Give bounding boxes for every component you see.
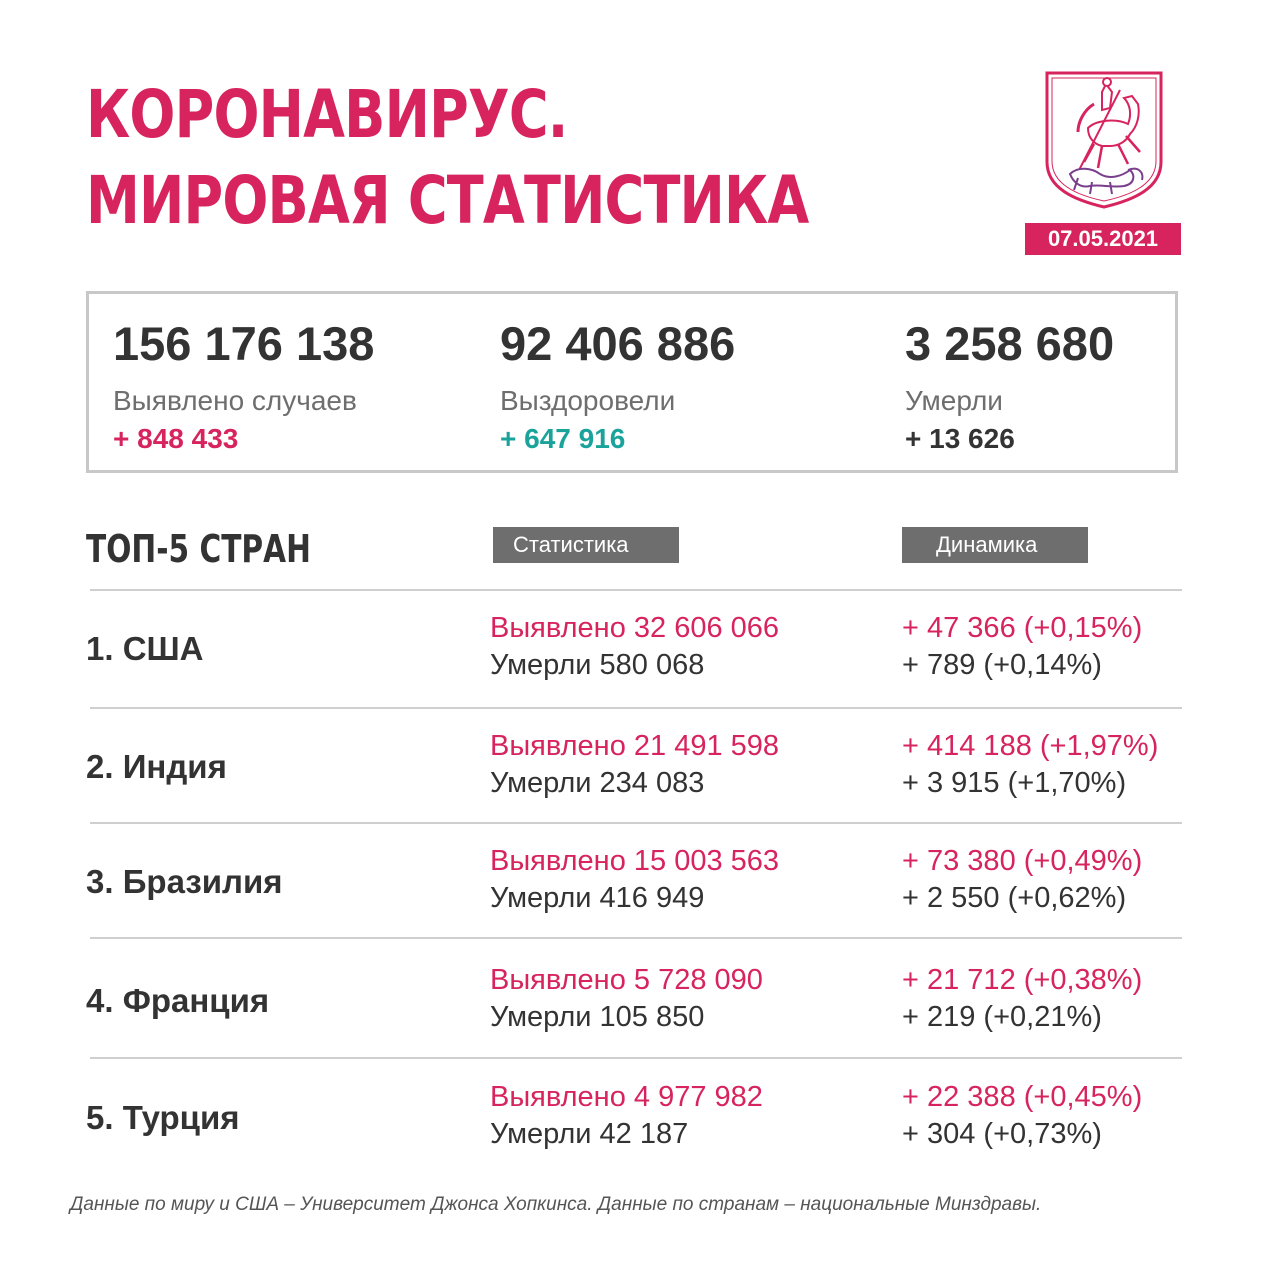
source-footnote: Данные по миру и США – Университет Джонс…: [70, 1194, 1042, 1215]
date-badge: 07.05.2021: [1025, 223, 1181, 255]
country-row: 5. Турция Выявлено 4 977 982 Умерли 42 1…: [0, 1079, 1280, 1159]
country-name: 3. Бразилия: [86, 863, 283, 900]
country-cases: Выявлено 15 003 563: [490, 845, 780, 877]
country-deaths: Умерли 42 187: [490, 1118, 689, 1150]
country-name: 2. Индия: [86, 748, 227, 785]
row-divider: [90, 937, 1182, 939]
country-deaths: Умерли 580 068: [490, 649, 705, 681]
country-deaths: Умерли 234 083: [490, 767, 705, 799]
country-cases-delta: + 22 388 (+0,45%): [902, 1081, 1143, 1113]
country-cases-delta: + 47 366 (+0,15%): [902, 612, 1143, 644]
country-name: 5. Турция: [86, 1099, 240, 1136]
country-cases: Выявлено 4 977 982: [490, 1081, 763, 1113]
country-cases: Выявлено 21 491 598: [490, 730, 780, 762]
country-cases: Выявлено 32 606 066: [490, 612, 780, 644]
col-header-dynamics: Динамика: [902, 527, 1088, 563]
world-summary-box: 156 176 138 Выявлено случаев + 848 433 9…: [86, 291, 1178, 473]
cases-total: 156 176 138: [113, 317, 375, 370]
title-line-1: КОРОНАВИРУС.: [86, 76, 568, 153]
country-cases-delta: + 21 712 (+0,38%): [902, 964, 1143, 996]
row-divider: [90, 589, 1182, 591]
country-deaths-delta: + 2 550 (+0,62%): [902, 882, 1127, 914]
col-header-statistics: Статистика: [493, 527, 679, 563]
country-name: 1. США: [86, 630, 204, 667]
country-name: 4. Франция: [86, 982, 270, 1019]
summary-cases: 156 176 138 Выявлено случаев + 848 433: [113, 316, 374, 456]
summary-deaths: 3 258 680 Умерли + 13 626: [905, 316, 1114, 456]
recovered-delta: + 647 916: [500, 423, 626, 454]
top5-heading: ТОП-5 СТРАН: [86, 527, 311, 571]
row-divider: [90, 822, 1182, 824]
country-row: 4. Франция Выявлено 5 728 090 Умерли 105…: [0, 962, 1280, 1042]
country-row: 2. Индия Выявлено 21 491 598 Умерли 234 …: [0, 728, 1280, 808]
row-divider: [90, 707, 1182, 709]
country-deaths-delta: + 3 915 (+1,70%): [902, 767, 1127, 799]
row-divider: [90, 1057, 1182, 1059]
country-deaths-delta: + 219 (+0,21%): [902, 1001, 1102, 1033]
country-row: 3. Бразилия Выявлено 15 003 563 Умерли 4…: [0, 843, 1280, 923]
country-deaths-delta: + 304 (+0,73%): [902, 1118, 1102, 1150]
recovered-label: Выздоровели: [500, 385, 676, 416]
deaths-delta: + 13 626: [905, 423, 1015, 454]
title-line-2: МИРОВАЯ СТАТИСТИКА: [86, 162, 809, 239]
deaths-total: 3 258 680: [905, 317, 1115, 370]
summary-recovered: 92 406 886 Выздоровели + 647 916: [500, 316, 735, 456]
recovered-total: 92 406 886: [500, 317, 736, 370]
country-cases-delta: + 73 380 (+0,49%): [902, 845, 1143, 877]
country-cases-delta: + 414 188 (+1,97%): [902, 730, 1159, 762]
country-row: 1. США Выявлено 32 606 066 Умерли 580 06…: [0, 610, 1280, 690]
country-deaths: Умерли 416 949: [490, 882, 705, 914]
country-deaths-delta: + 789 (+0,14%): [902, 649, 1102, 681]
country-cases: Выявлено 5 728 090: [490, 964, 763, 996]
page-title: КОРОНАВИРУС. МИРОВАЯ СТАТИСТИКА: [86, 72, 809, 244]
cases-label: Выявлено случаев: [113, 385, 357, 416]
cases-delta: + 848 433: [113, 423, 239, 454]
deaths-label: Умерли: [905, 385, 1003, 416]
moscow-coat-of-arms-icon: [1044, 70, 1164, 210]
country-deaths: Умерли 105 850: [490, 1001, 705, 1033]
